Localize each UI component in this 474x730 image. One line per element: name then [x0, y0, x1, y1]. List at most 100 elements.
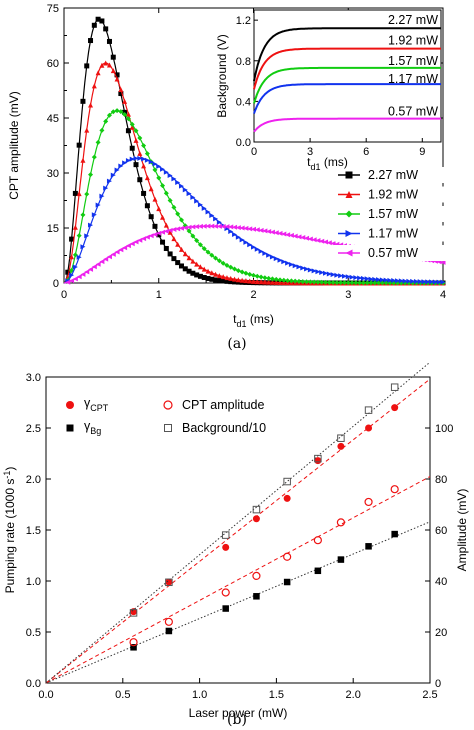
inset-series-label: 1.92 mW: [388, 33, 438, 47]
data-point-b-1: [314, 567, 322, 575]
data-point-a-2: [247, 271, 253, 277]
data-point-a-2: [76, 233, 82, 239]
data-point-a-2: [364, 280, 370, 286]
data-point-b-0: [283, 494, 291, 502]
data-point-a-1: [201, 266, 207, 272]
data-point-a-2: [141, 143, 147, 149]
data-point-a-0: [76, 142, 82, 148]
data-point-a-2: [285, 278, 291, 284]
data-point-a-1: [228, 275, 234, 281]
data-point-a-1: [152, 196, 158, 202]
data-point-b-0: [314, 457, 322, 465]
data-point-a-4: [129, 241, 135, 247]
legend-label-a: 1.57 mW: [368, 207, 418, 221]
data-point-a-0: [110, 54, 116, 60]
data-point-a-4: [103, 256, 109, 262]
data-point-a-3: [80, 244, 86, 250]
data-point-a-2: [160, 183, 166, 189]
data-point-a-1: [69, 254, 75, 260]
data-point-a-2: [334, 280, 340, 286]
data-point-a-2: [209, 252, 215, 258]
data-point-a-0: [216, 278, 222, 284]
data-point-a-3: [402, 278, 408, 284]
data-point-a-0: [144, 203, 150, 209]
data-point-a-4: [118, 247, 124, 253]
data-point-a-2: [228, 264, 234, 270]
data-point-a-3: [216, 219, 222, 225]
data-point-a-0: [160, 239, 166, 245]
data-point-a-3: [413, 278, 419, 284]
data-point-a-3: [99, 193, 105, 199]
data-point-a-1: [84, 127, 90, 133]
data-point-b-2: [283, 552, 292, 561]
inset-x-tick-label: 9: [419, 146, 425, 158]
data-point-a-4: [171, 227, 177, 233]
data-point-a-2: [281, 277, 287, 283]
x-tick-label-a: 3: [345, 289, 351, 301]
data-point-b-3: [390, 383, 399, 391]
data-point-a-2: [349, 280, 355, 286]
legend-marker-a: [345, 230, 353, 237]
data-point-a-3: [296, 264, 302, 270]
data-point-a-3: [190, 194, 196, 200]
data-point-a-1: [141, 163, 147, 169]
data-point-b-0: [391, 404, 399, 412]
data-point-a-2: [152, 167, 158, 173]
fit-line-b-2: [45, 476, 431, 684]
data-point-a-2: [80, 212, 86, 218]
data-point-a-2: [258, 274, 264, 280]
data-point-a-2: [323, 279, 329, 285]
data-point-b-1: [130, 644, 137, 651]
y-tick-label-a: 30: [47, 168, 59, 180]
data-point-a-0: [224, 278, 230, 284]
data-point-a-4: [300, 235, 306, 241]
fit-line-b-3: [45, 361, 431, 684]
data-point-a-3: [251, 244, 256, 250]
data-point-a-2: [300, 279, 306, 285]
y-axis-label-b: Pumping rate (1000 s-1): [2, 467, 17, 594]
data-point-a-2: [163, 190, 169, 196]
data-point-a-3: [341, 273, 347, 279]
data-point-a-1: [209, 270, 215, 276]
data-point-a-1: [258, 279, 264, 285]
data-point-a-0: [205, 275, 211, 281]
inset-series-line-1: [253, 47, 441, 90]
data-point-a-3: [379, 277, 385, 283]
data-point-a-4: [224, 224, 230, 230]
data-point-a-3: [209, 213, 215, 219]
x-axis-label-a: td1 (ms): [233, 312, 274, 329]
data-point-a-0: [88, 38, 94, 44]
data-point-a-3: [205, 209, 211, 215]
data-point-a-2: [110, 109, 116, 115]
y-tick-label-b: 0.0: [26, 678, 41, 690]
data-point-a-4: [254, 227, 260, 233]
data-point-a-2: [205, 249, 211, 255]
legend-label-a: 0.57 mW: [368, 246, 418, 260]
inset-series-label: 2.27 mW: [388, 13, 438, 27]
y-tick-label-a: 0: [53, 278, 59, 290]
data-point-a-2: [307, 279, 313, 285]
data-point-a-4: [266, 229, 272, 235]
data-point-a-0: [72, 190, 78, 196]
data-point-a-2: [213, 255, 219, 261]
data-point-b-0: [165, 578, 173, 586]
data-point-a-4: [99, 259, 105, 265]
y2-tick-label-b: 20: [435, 627, 447, 639]
data-point-a-2: [194, 238, 200, 244]
data-point-a-3: [171, 176, 177, 182]
data-point-a-3: [315, 269, 321, 275]
data-point-a-3: [258, 248, 264, 254]
legend-label-b: Background/10: [182, 421, 266, 435]
data-point-a-4: [182, 225, 188, 231]
data-point-a-2: [197, 242, 203, 248]
data-point-a-0: [209, 276, 215, 282]
data-point-a-4: [186, 224, 192, 230]
data-point-a-3: [122, 160, 128, 166]
data-point-a-4: [194, 224, 200, 230]
data-point-a-2: [224, 262, 230, 268]
data-point-a-2: [91, 154, 97, 160]
data-point-a-4: [228, 224, 234, 230]
data-point-a-3: [311, 268, 317, 274]
data-point-a-3: [167, 173, 173, 179]
data-point-a-3: [262, 250, 268, 256]
